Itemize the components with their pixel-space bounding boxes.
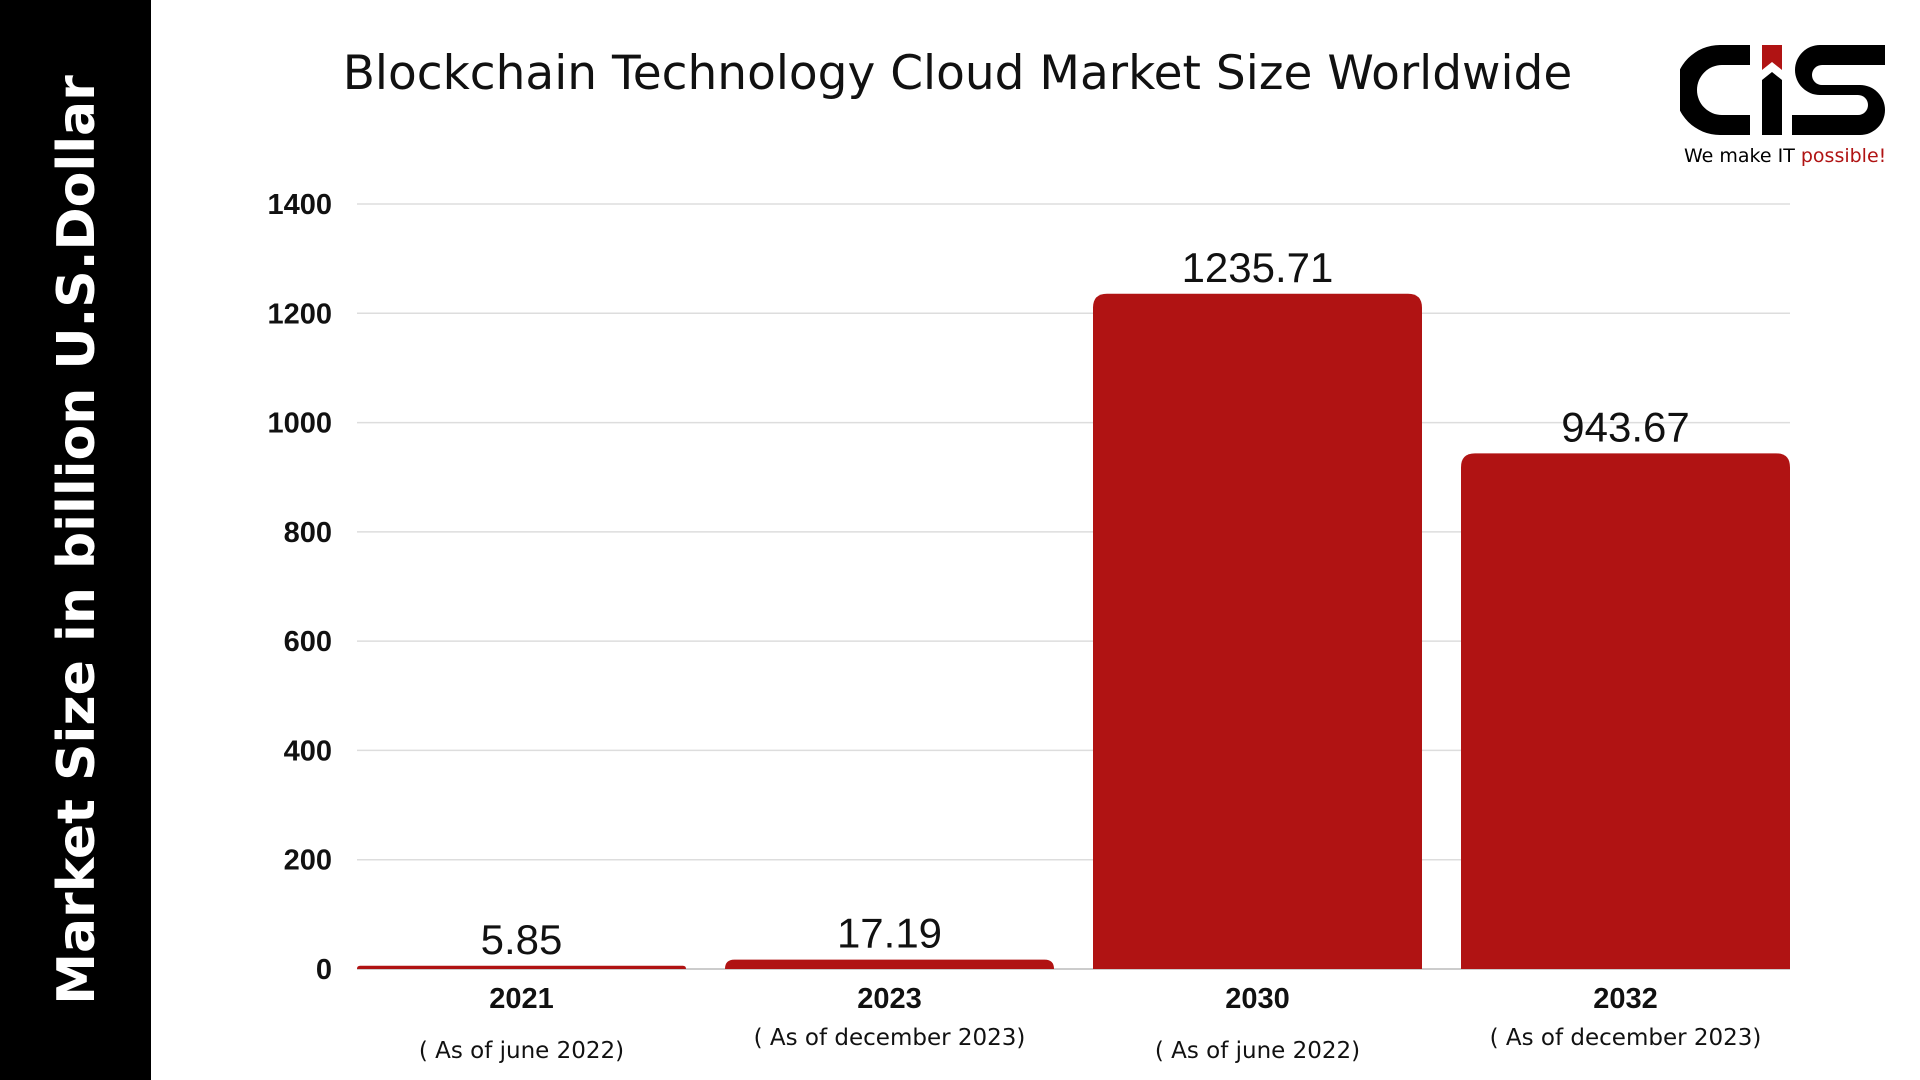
bar-2032 — [1461, 453, 1790, 969]
bar-2023 — [725, 959, 1054, 969]
svg-text:We make IT possible!: We make IT possible! — [1684, 145, 1886, 167]
x-tick-label: 2021 — [489, 983, 554, 1015]
data-label: 17.19 — [837, 910, 942, 957]
y-tick-label: 1200 — [267, 298, 332, 330]
y-tick-label: 400 — [284, 735, 332, 767]
bar-2030 — [1093, 293, 1422, 970]
chart-title: Blockchain Technology Cloud Market Size … — [342, 46, 1573, 101]
x-tick-label: 2030 — [1225, 983, 1290, 1015]
y-tick-label: 1000 — [267, 408, 332, 440]
y-tick-label: 0 — [316, 954, 332, 986]
category-note: ( As of december 2023) — [1490, 1025, 1762, 1051]
x-tick-label: 2023 — [857, 983, 922, 1015]
category-note: ( As of june 2022) — [1155, 1038, 1360, 1064]
data-label: 5.85 — [481, 916, 563, 963]
x-tick-label: 2032 — [1593, 983, 1658, 1015]
sidebar-band: Market Size in billion U.S.Dollar — [0, 0, 151, 1080]
y-tick-label: 200 — [284, 845, 332, 877]
category-note: ( As of december 2023) — [754, 1025, 1026, 1051]
y-tick-label: 800 — [284, 517, 332, 549]
data-label: 1235.71 — [1182, 244, 1334, 291]
data-label: 943.67 — [1561, 403, 1689, 450]
cis-logo: We make IT possible! — [1680, 45, 1886, 167]
y-tick-label: 600 — [284, 626, 332, 658]
category-note: ( As of june 2022) — [419, 1038, 624, 1064]
bar-2021 — [357, 965, 686, 969]
y-tick-label: 1400 — [267, 189, 332, 221]
